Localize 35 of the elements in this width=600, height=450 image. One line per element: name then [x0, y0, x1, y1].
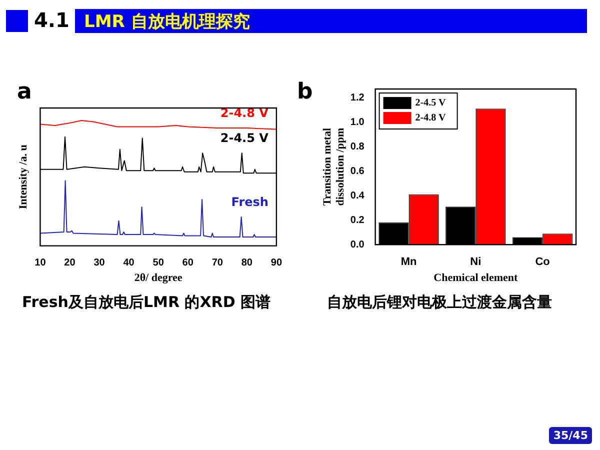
- x-tick-label: 80: [241, 258, 253, 269]
- series-label: Fresh: [231, 195, 268, 210]
- text: Fresh及自放电后LMR 的XRD 图谱: [22, 293, 271, 312]
- x-tick-label: 30: [94, 258, 106, 269]
- y-axis-title: Intensity /a. u: [17, 144, 30, 210]
- y-tick-label: 0.0: [350, 239, 365, 250]
- x-tick-label: 50: [152, 258, 164, 269]
- x-axis-title: 2θ/ degree: [134, 272, 182, 284]
- text: b: [297, 80, 313, 105]
- y-axis-title: Transition metal dissolution /ppm: [321, 128, 347, 206]
- x-tick-label: Mn: [400, 256, 417, 268]
- y-tick-label: 0.4: [350, 190, 365, 202]
- x-tick-label: 60: [182, 258, 194, 269]
- series-label: 2-4.5 V: [220, 131, 270, 146]
- x-tick-label: Ni: [470, 256, 482, 268]
- text: a: [17, 80, 32, 105]
- text: 35/45: [549, 427, 592, 444]
- series-label: 2-4.8 V: [220, 106, 270, 120]
- x-tick-label: 10: [34, 258, 46, 269]
- x-tick-label: Co: [535, 256, 550, 268]
- y-tick-label: 1.0: [350, 116, 365, 128]
- text: 自放电后锂对电极上过渡金属含量: [327, 293, 552, 312]
- y-tick-label: 0.6: [350, 166, 365, 177]
- text: LMR 自放电机理探究: [84, 11, 250, 33]
- x-tick-label: 20: [64, 258, 76, 269]
- x-axis-title: Chemical element: [434, 272, 518, 284]
- x-tick-label: 40: [123, 258, 135, 269]
- y-tick-label: 0.2: [350, 214, 365, 226]
- legend-label: 2-4.5 V: [415, 98, 446, 109]
- legend-label: 2-4.8 V: [415, 112, 446, 124]
- y-tick-label: 0.8: [350, 141, 365, 152]
- x-tick-label: 90: [270, 258, 282, 269]
- text: 4.1: [34, 8, 70, 32]
- x-tick-label: 70: [212, 258, 224, 269]
- y-tick-label: 1.2: [350, 92, 365, 104]
